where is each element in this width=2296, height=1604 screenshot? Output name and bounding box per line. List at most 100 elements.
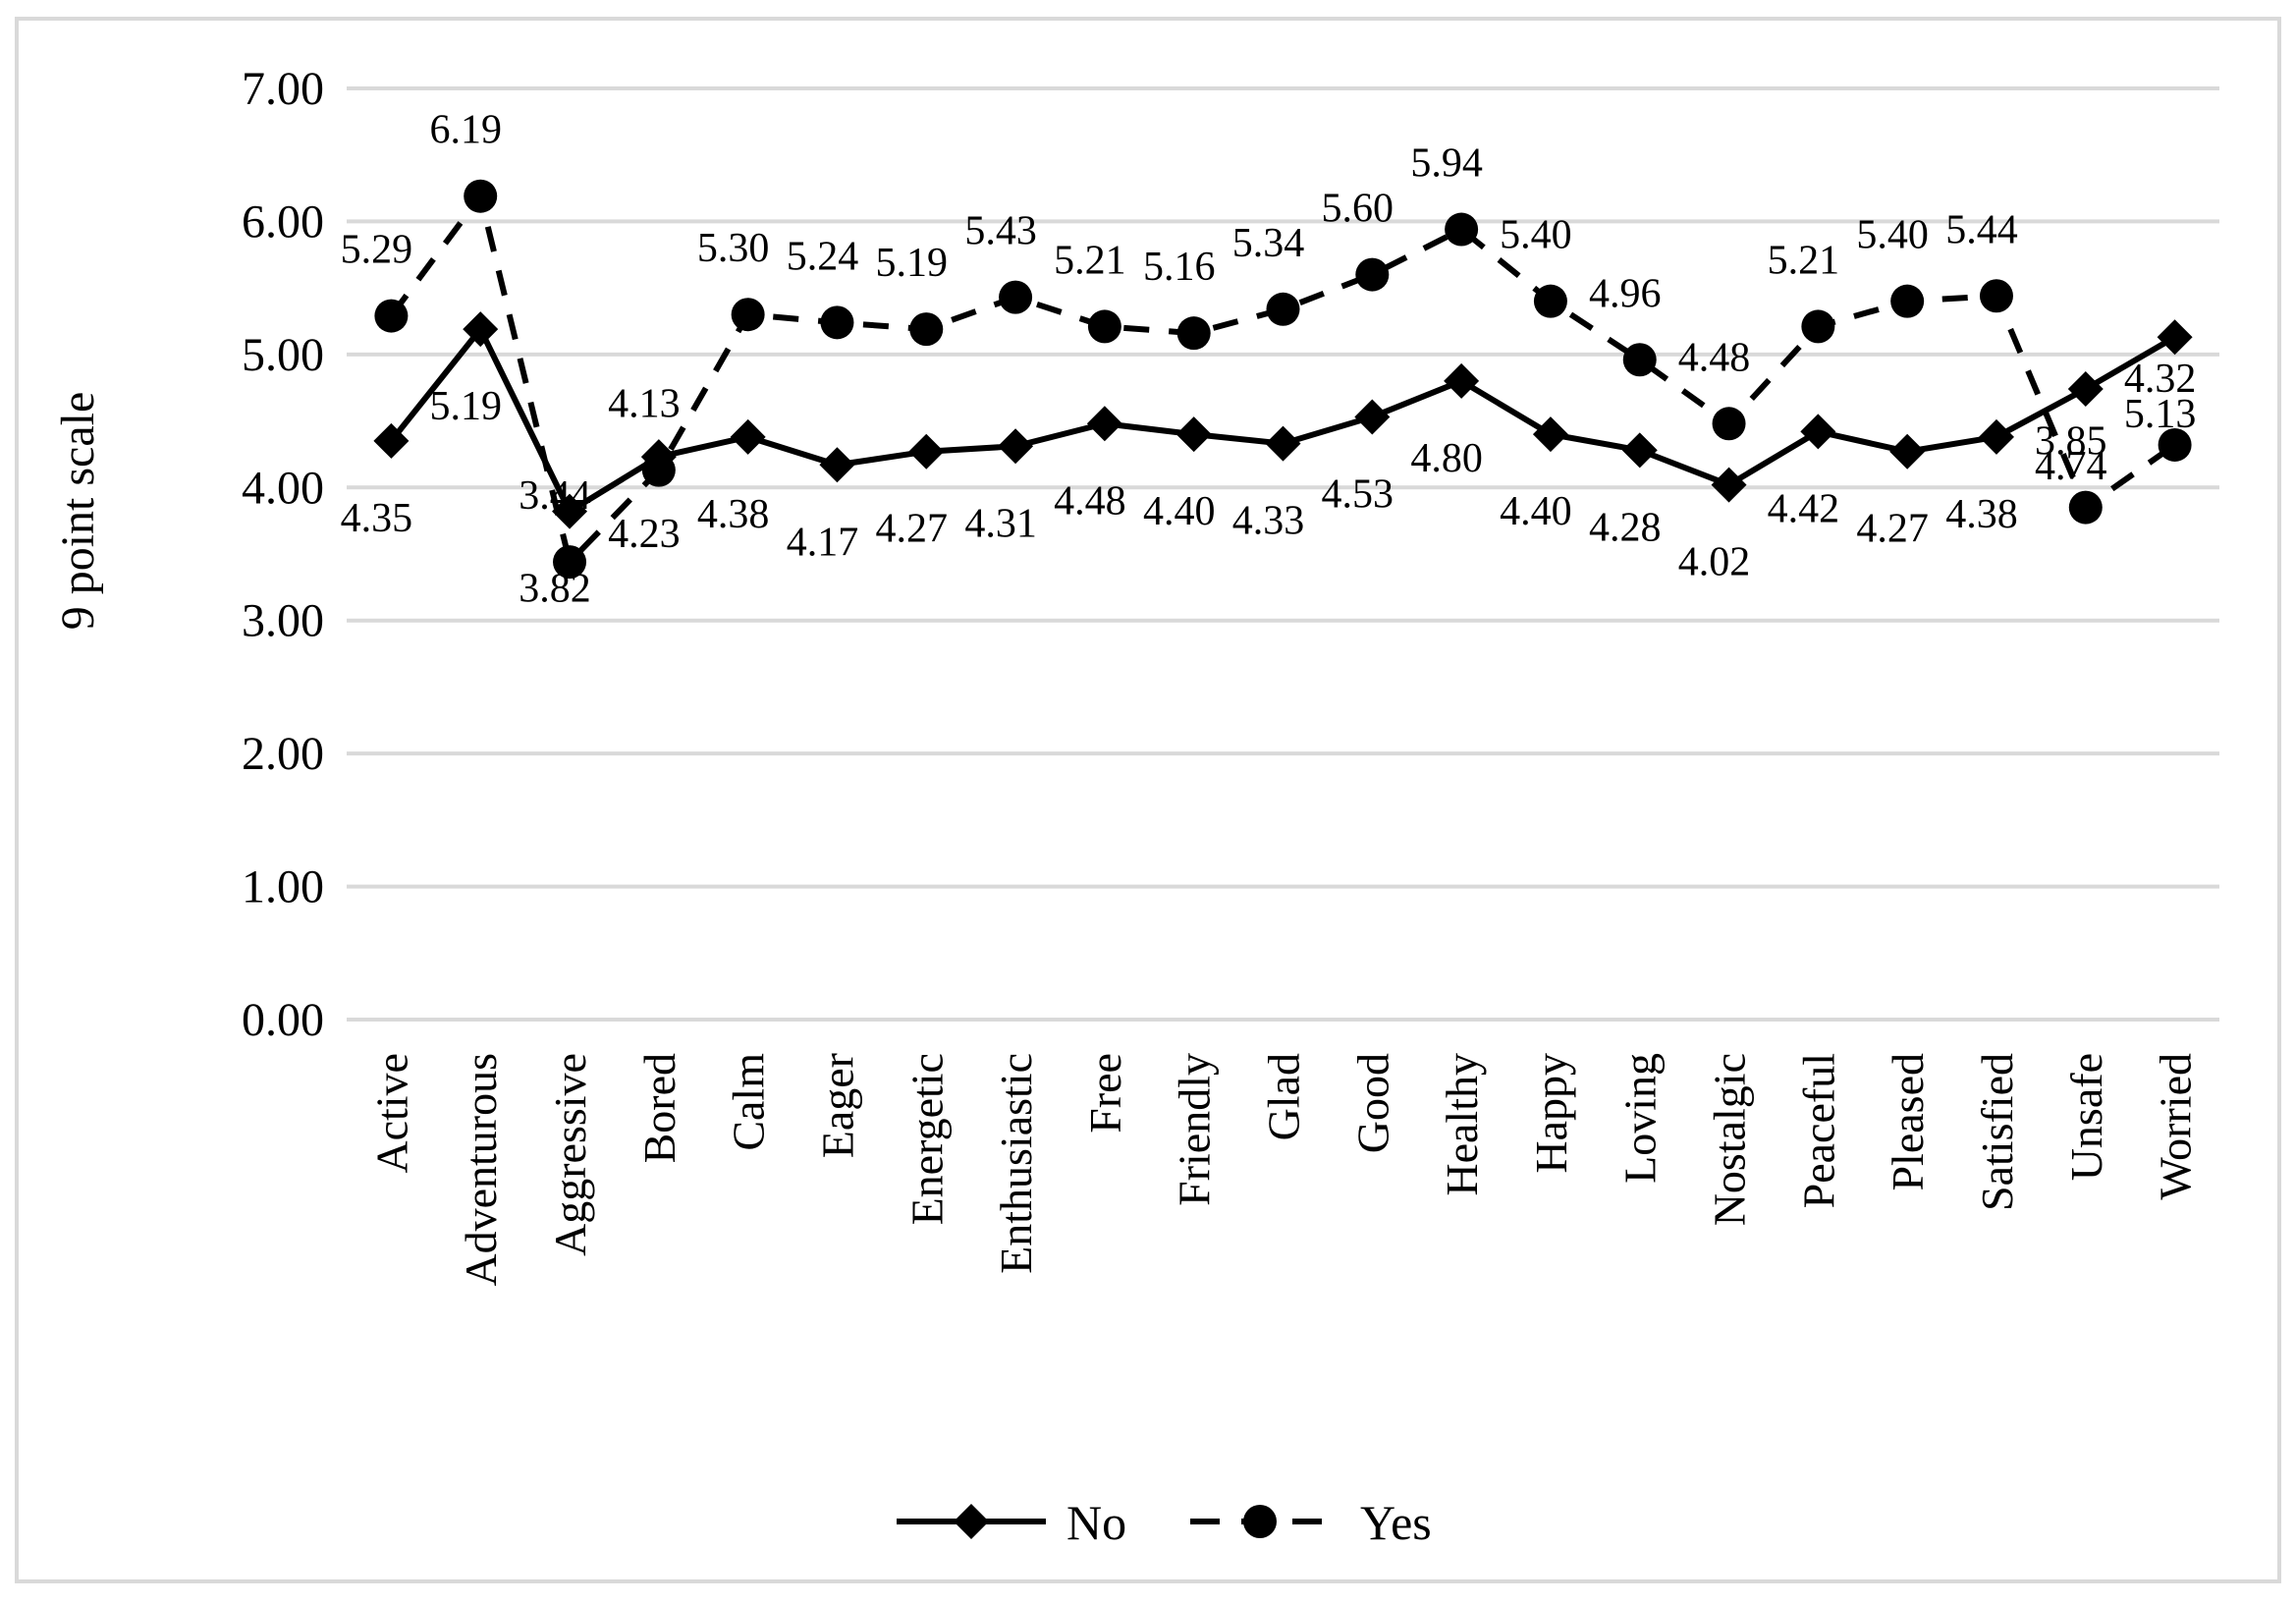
data-value-label: 4.53 — [1322, 472, 1394, 518]
x-axis-category-label: Satisfied — [1972, 1053, 2022, 1211]
legend: No Yes — [897, 1495, 1432, 1550]
data-point-diamond-marker — [1800, 414, 1836, 450]
legend-item-no: No — [897, 1495, 1126, 1550]
y-axis-tick-label: 7.00 — [242, 63, 324, 115]
data-point-diamond-marker — [1444, 362, 1480, 399]
data-point-circle-marker — [2068, 490, 2103, 525]
data-point-diamond-marker — [1354, 399, 1391, 435]
data-point-diamond-marker — [998, 428, 1034, 465]
data-value-label: 5.21 — [1054, 238, 1126, 283]
data-value-label: 5.19 — [876, 241, 949, 286]
x-axis-category-label: Nostalgic — [1705, 1053, 1755, 1226]
data-value-label: 4.80 — [1410, 436, 1483, 481]
data-point-circle-marker — [731, 298, 765, 332]
data-value-label: 4.33 — [1232, 499, 1305, 544]
series-markers — [373, 179, 2193, 580]
data-value-label: 5.40 — [1500, 213, 1572, 258]
data-point-circle-marker — [909, 312, 944, 347]
data-value-label: 4.40 — [1500, 489, 1572, 534]
data-value-label: 4.17 — [787, 520, 859, 565]
data-point-diamond-marker — [1532, 416, 1568, 453]
x-axis-category-label: Active — [366, 1053, 416, 1174]
data-point-circle-marker — [1622, 343, 1657, 377]
data-value-label: 3.82 — [519, 567, 591, 612]
legend-yes-circle-marker — [1243, 1505, 1277, 1538]
data-point-circle-marker — [553, 545, 587, 580]
x-axis-category-label: Happy — [1526, 1053, 1576, 1174]
data-point-diamond-marker — [1621, 432, 1658, 469]
data-point-diamond-marker — [730, 418, 766, 455]
data-point-circle-marker — [2158, 427, 2192, 462]
y-axis-tick-label: 0.00 — [242, 994, 324, 1046]
data-value-label: 4.74 — [2035, 444, 2107, 489]
data-value-label: 5.34 — [1232, 221, 1305, 266]
x-axis-category-label: Free — [1080, 1053, 1130, 1134]
data-value-label: 4.40 — [1143, 489, 1216, 534]
data-point-diamond-marker — [373, 422, 410, 459]
data-value-label: 3.44 — [519, 473, 591, 519]
data-value-label: 5.94 — [1410, 141, 1483, 187]
data-value-label: 5.29 — [341, 228, 413, 273]
data-value-label: 5.16 — [1143, 245, 1216, 290]
data-point-diamond-marker — [1175, 416, 1212, 453]
y-axis-tick-labels: 0.00 1.00 2.00 3.00 4.00 5.00 6.00 7.00 — [242, 63, 324, 1046]
x-axis-category-label: Good — [1347, 1053, 1397, 1153]
data-value-labels: 4.35 5.19 3.82 4.23 4.38 4.17 4.27 4.31 4.48 4.40… — [341, 108, 2197, 612]
x-axis-category-label: Calm — [724, 1053, 774, 1151]
data-point-circle-marker — [1801, 309, 1835, 344]
x-axis-category-labels: Active Adventurous Aggressive Bored Calm Eage… — [366, 1053, 2200, 1287]
data-value-label: 5.30 — [697, 226, 770, 271]
data-point-circle-marker — [999, 280, 1033, 314]
data-point-circle-marker — [1176, 316, 1211, 351]
data-point-circle-marker — [820, 305, 854, 340]
x-axis-category-label: Pleased — [1883, 1053, 1933, 1191]
x-axis-category-label: Bored — [634, 1053, 684, 1163]
data-point-diamond-marker — [552, 493, 588, 529]
legend-no-label: No — [1066, 1495, 1126, 1550]
x-axis-category-label: Loving — [1615, 1053, 1666, 1184]
x-axis-category-label: Unsafe — [2061, 1053, 2111, 1181]
data-point-diamond-marker — [463, 311, 499, 348]
data-point-diamond-marker — [908, 433, 945, 470]
data-point-circle-marker — [374, 299, 409, 333]
data-point-circle-marker — [1445, 212, 1479, 247]
y-axis-title: 9 point scale — [52, 392, 104, 631]
data-point-diamond-marker — [819, 447, 855, 483]
data-point-circle-marker — [1979, 279, 2013, 313]
data-point-diamond-marker — [1889, 433, 1926, 470]
legend-yes-label: Yes — [1360, 1495, 1432, 1550]
y-axis-tick-label: 1.00 — [242, 861, 324, 913]
data-value-label: 6.19 — [429, 108, 502, 153]
data-point-circle-marker — [464, 179, 498, 213]
data-point-diamond-marker — [1265, 425, 1301, 462]
data-value-label: 5.43 — [964, 209, 1037, 254]
data-value-label: 3.85 — [2035, 419, 2107, 465]
series-yes-line — [388, 189, 2177, 569]
data-value-label: 4.13 — [608, 382, 681, 427]
x-axis-category-label: Eager — [812, 1053, 862, 1158]
x-axis-category-label: Worried — [2151, 1053, 2201, 1200]
data-value-label: 5.19 — [429, 384, 502, 429]
x-axis-category-label: Enthusiastic — [991, 1053, 1041, 1274]
data-point-diamond-marker — [2067, 371, 2104, 408]
data-point-circle-marker — [1890, 284, 1925, 318]
data-value-label: 4.27 — [1856, 507, 1929, 552]
data-value-label: 5.44 — [1945, 207, 2018, 252]
data-point-diamond-marker — [1978, 418, 2014, 455]
y-axis-tick-label: 4.00 — [242, 462, 324, 514]
data-value-label: 5.13 — [2124, 392, 2197, 437]
data-value-label: 4.31 — [964, 501, 1037, 546]
data-value-label: 4.48 — [1678, 335, 1751, 380]
data-point-circle-marker — [1355, 257, 1390, 292]
y-axis-tick-label: 5.00 — [242, 329, 324, 381]
y-axis-tick-label: 3.00 — [242, 595, 324, 647]
data-value-label: 4.32 — [2124, 357, 2197, 402]
data-value-label: 5.24 — [787, 234, 859, 279]
x-axis-category-label: Friendly — [1170, 1053, 1220, 1206]
legend-no-diamond-marker — [954, 1504, 989, 1539]
data-point-circle-marker — [1266, 292, 1300, 326]
data-value-label: 5.21 — [1768, 238, 1840, 283]
x-axis-category-label: Adventurous — [456, 1053, 506, 1287]
x-axis-category-label: Healthy — [1437, 1053, 1487, 1196]
